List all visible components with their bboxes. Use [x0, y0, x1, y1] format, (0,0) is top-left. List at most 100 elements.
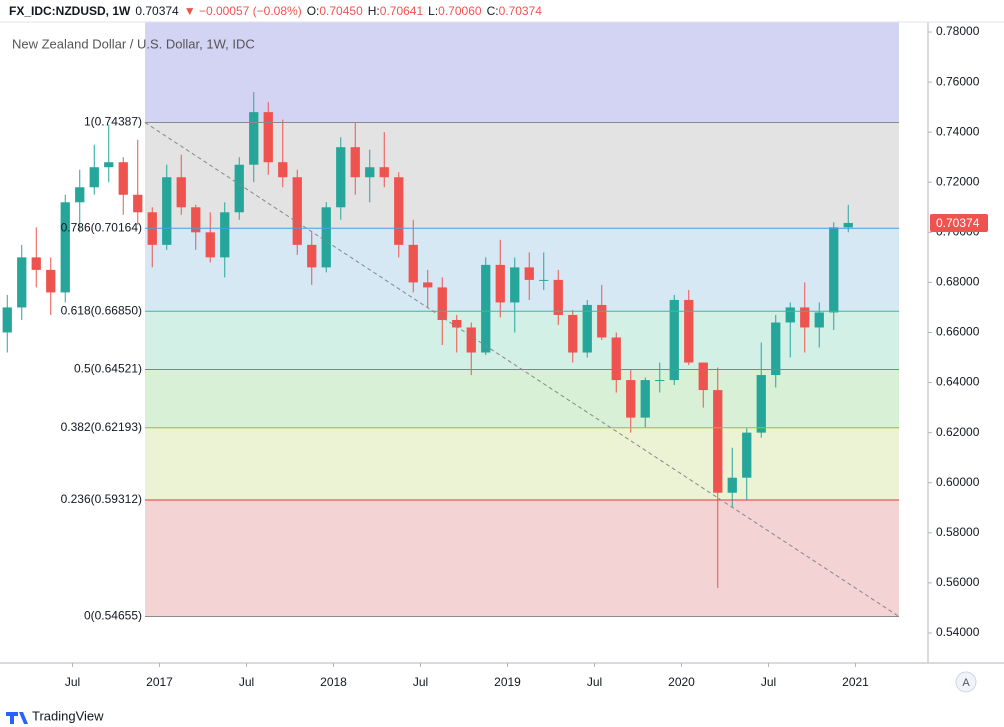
x-tick-label: Jul [587, 675, 602, 689]
y-tick-label: 0.68000 [936, 275, 980, 289]
candle-body [684, 299, 694, 363]
fib-label: 0.236(0.59312) [61, 492, 142, 506]
header-item: O: [307, 4, 320, 18]
x-tick-label: 2018 [320, 675, 347, 689]
candle-body [466, 327, 476, 353]
fib-bands [145, 22, 899, 617]
candle-body [626, 380, 636, 418]
candle-body [118, 162, 128, 195]
candle-body [843, 222, 853, 228]
candle-body [249, 112, 259, 165]
auto-button[interactable] [955, 671, 977, 693]
candle-body [46, 269, 56, 293]
candle-body [176, 177, 186, 208]
x-tick-label: 2019 [494, 675, 521, 689]
x-tick-label: Jul [413, 675, 428, 689]
y-tick-label: 0.62000 [936, 425, 980, 439]
candle-body [437, 287, 447, 320]
candle-body [814, 312, 824, 328]
fib-label: 1(0.74387) [84, 115, 142, 129]
candle-body [568, 314, 578, 353]
y-tick-label: 0.54000 [936, 625, 980, 639]
logo-icon [6, 712, 28, 724]
y-tick-label: 0.60000 [936, 475, 980, 489]
x-tick-label: Jul [65, 675, 80, 689]
candle-body [133, 194, 143, 213]
header-item: 0.70374 [135, 4, 179, 18]
candle-body [800, 307, 810, 328]
x-tick-label: Jul [761, 675, 776, 689]
candle-body [263, 112, 273, 163]
candle-body [205, 232, 215, 258]
fib-label: 0.786(0.70164) [61, 220, 142, 234]
fib-band [145, 427, 899, 500]
last-price-box [930, 213, 988, 232]
fib-label: 0.618(0.66850) [61, 303, 142, 317]
candle-body [307, 244, 317, 268]
x-tick-label: 2017 [146, 675, 173, 689]
candle-body [785, 307, 795, 323]
y-tick-label: 0.74000 [936, 124, 980, 138]
y-tick-label: 0.72000 [936, 174, 980, 188]
candle-body [698, 362, 708, 391]
fib-band [145, 499, 899, 617]
candle-body [2, 307, 12, 333]
candle-body [278, 162, 288, 178]
candle-body [365, 167, 375, 178]
y-tick-label: 0.56000 [936, 575, 980, 589]
candle-body [495, 264, 505, 303]
candle-body [655, 380, 665, 382]
candle-body [524, 267, 534, 280]
candle-body [452, 319, 462, 328]
x-tick-label: 2020 [668, 675, 695, 689]
candle-body [89, 167, 99, 188]
candle-body [713, 390, 723, 493]
candle-body [669, 299, 679, 381]
candle-body [408, 244, 418, 283]
header-item: L: [428, 4, 438, 18]
y-tick-label: 0.78000 [936, 24, 980, 38]
header: FX_IDC:NZDUSD, 1W 0.70374 ▼ −0.00057 (−0.0… [9, 4, 542, 18]
candle-body [539, 279, 549, 281]
logo [6, 712, 28, 724]
chart-title: New Zealand Dollar / U.S. Dollar, 1W, ID… [12, 36, 255, 51]
candle-body [104, 162, 114, 168]
header-item: ▼ −0.00057 (−0.08%) [184, 4, 302, 18]
candle-body [379, 167, 389, 178]
fib-band [145, 22, 899, 123]
candle-body [742, 432, 752, 478]
candle-body [60, 202, 70, 293]
last-price-label: 0.70374 [936, 216, 980, 230]
fib-band [145, 369, 899, 428]
x-tick-label: Jul [239, 675, 254, 689]
candle-body [582, 304, 592, 353]
candle-body [75, 187, 85, 203]
header-item: 0.70374 [499, 4, 543, 18]
candle-body [510, 267, 520, 303]
candle-body [17, 257, 27, 308]
header-item: C: [487, 4, 499, 18]
candle-body [292, 177, 302, 245]
candle-body [350, 147, 360, 178]
candle-body [771, 322, 781, 376]
candle-body [756, 375, 766, 433]
brand: TradingView [32, 708, 104, 723]
candle-body [611, 337, 621, 381]
header-item: 0.70641 [380, 4, 424, 18]
candle-body [829, 227, 839, 313]
y-tick-label: 0.58000 [936, 525, 980, 539]
candle-body [336, 147, 346, 208]
candle-body [234, 164, 244, 213]
fib-label: 0.5(0.64521) [74, 362, 142, 376]
candle-body [640, 380, 650, 418]
candle-body [481, 264, 491, 353]
candle-body [321, 207, 331, 268]
trend-line [144, 122, 900, 617]
y-tick-label: 0.64000 [936, 375, 980, 389]
candle-body [191, 207, 201, 233]
x-tick-label: 2021 [842, 675, 869, 689]
y-tick-label: 0.66000 [936, 325, 980, 339]
auto-button-label[interactable]: A [962, 677, 970, 689]
header-item: 0.70060 [438, 4, 482, 18]
header-item: FX_IDC:NZDUSD, 1W [9, 4, 131, 18]
